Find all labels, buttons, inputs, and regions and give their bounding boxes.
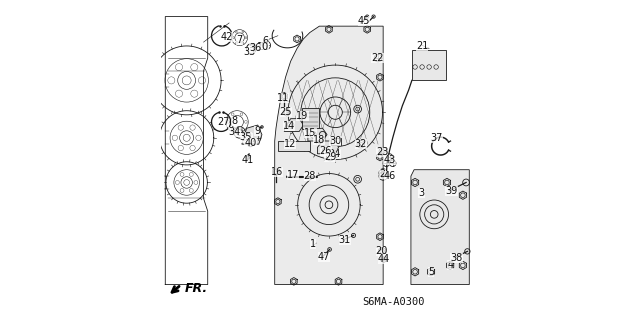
Text: 35: 35	[240, 131, 252, 142]
Text: 20: 20	[376, 246, 388, 256]
Polygon shape	[317, 141, 339, 154]
Polygon shape	[284, 119, 303, 131]
Text: 28: 28	[303, 171, 316, 181]
Text: 17: 17	[287, 170, 299, 180]
Text: 23: 23	[376, 147, 388, 158]
Polygon shape	[278, 141, 310, 151]
Text: 42: 42	[221, 32, 233, 42]
Text: 47: 47	[317, 252, 330, 262]
Text: 12: 12	[284, 139, 296, 149]
Text: 30: 30	[329, 136, 341, 146]
Text: 45: 45	[358, 16, 370, 26]
Text: 10: 10	[257, 42, 269, 52]
Text: 26: 26	[319, 145, 332, 156]
Text: 3: 3	[419, 188, 424, 198]
Text: 2: 2	[380, 169, 386, 179]
Text: 33: 33	[243, 47, 255, 57]
Text: 21: 21	[416, 41, 428, 51]
Text: 6: 6	[262, 36, 269, 46]
Text: 5: 5	[428, 267, 434, 277]
Text: 41: 41	[241, 155, 253, 165]
Text: 37: 37	[430, 133, 443, 143]
Text: 1: 1	[310, 239, 316, 249]
Text: S6MA-A0300: S6MA-A0300	[362, 297, 424, 308]
Text: 9: 9	[254, 126, 260, 136]
Text: 38: 38	[451, 253, 463, 263]
Text: 31: 31	[339, 235, 351, 245]
Text: 34: 34	[228, 127, 241, 137]
Text: 11: 11	[277, 93, 289, 103]
Text: FR.: FR.	[184, 282, 207, 295]
Text: 16: 16	[271, 167, 283, 177]
Text: 22: 22	[371, 53, 383, 63]
Polygon shape	[411, 170, 469, 285]
Text: 32: 32	[355, 139, 367, 149]
Bar	[412, 50, 446, 80]
Polygon shape	[275, 26, 383, 285]
Text: 40: 40	[244, 138, 257, 148]
Text: 8: 8	[232, 116, 237, 126]
Polygon shape	[331, 138, 340, 145]
Text: 7: 7	[237, 35, 243, 45]
Text: 19: 19	[296, 111, 308, 122]
Text: 15: 15	[304, 128, 317, 138]
Bar	[303, 108, 319, 129]
Text: 46: 46	[384, 171, 396, 181]
Text: 4: 4	[447, 260, 453, 271]
Text: 24: 24	[328, 149, 341, 159]
Polygon shape	[308, 128, 327, 141]
Polygon shape	[242, 125, 262, 144]
Text: 39: 39	[445, 186, 458, 196]
Text: 29: 29	[324, 152, 337, 162]
Text: 25: 25	[280, 107, 292, 117]
Text: 27: 27	[217, 117, 229, 127]
Text: 14: 14	[283, 121, 295, 131]
Text: 36: 36	[250, 43, 262, 54]
Text: 18: 18	[313, 135, 326, 145]
Text: 13: 13	[241, 133, 253, 143]
Text: 44: 44	[378, 254, 390, 264]
Text: 43: 43	[383, 155, 396, 165]
